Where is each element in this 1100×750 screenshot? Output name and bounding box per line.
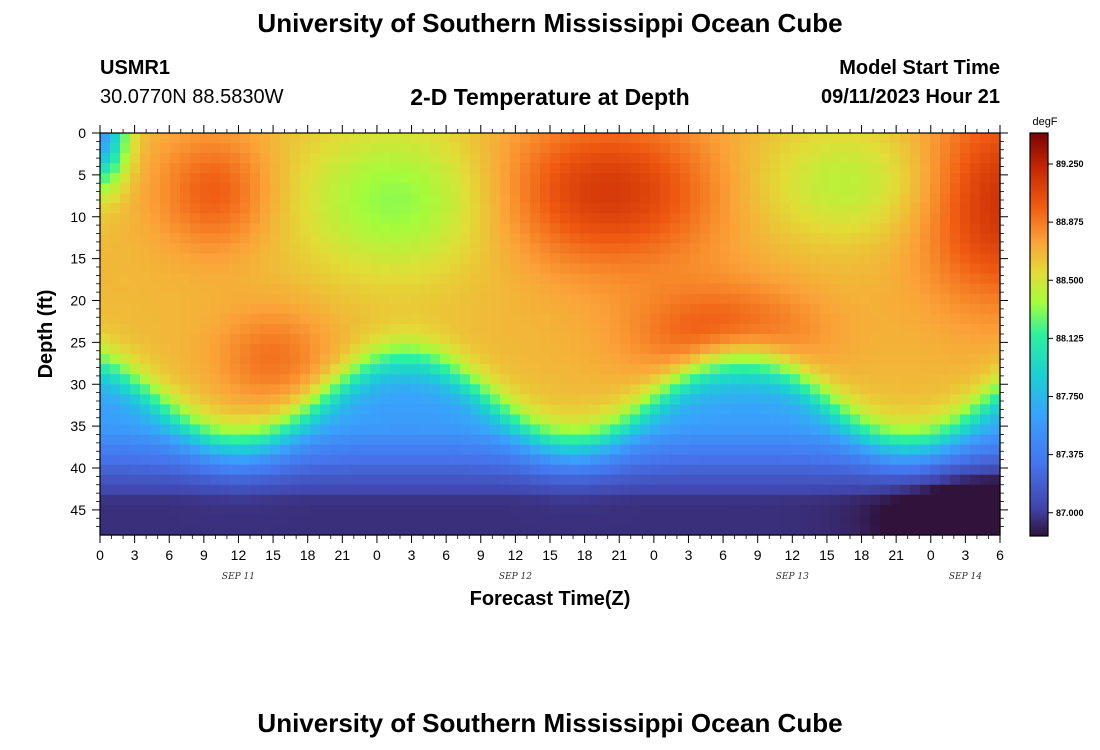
x-tick-label: 0 — [373, 547, 381, 563]
colorbar-gradient — [1029, 132, 1049, 537]
colorbar-label: 87.000 — [1056, 508, 1084, 518]
date-label: SEP 13 — [776, 572, 809, 582]
x-tick-label: 12 — [231, 547, 247, 563]
footer-title: University of Southern Mississippi Ocean… — [257, 708, 843, 738]
x-tick-label: 3 — [131, 547, 139, 563]
colorbar-label: 88.500 — [1056, 275, 1084, 285]
x-tick-label: 6 — [165, 547, 173, 563]
date-label: SEP 11 — [222, 572, 255, 582]
y-tick-label: 35 — [70, 418, 86, 434]
y-tick-label: 0 — [78, 125, 86, 141]
x-tick-label: 6 — [996, 547, 1004, 563]
heatmap-cells — [100, 133, 1001, 536]
y-tick-label: 45 — [70, 502, 86, 518]
x-tick-label: 15 — [819, 547, 835, 563]
date-label: SEP 12 — [499, 572, 532, 582]
x-tick-label: 21 — [335, 547, 351, 563]
colorbar-label: 88.125 — [1056, 333, 1084, 343]
y-tick-label: 30 — [70, 376, 86, 392]
date-label: SEP 14 — [949, 572, 982, 582]
x-tick-label: 9 — [200, 547, 208, 563]
y-tick-label: 5 — [78, 167, 86, 183]
y-tick-label: 10 — [70, 209, 86, 225]
model-start-label: Model Start Time — [839, 57, 1000, 79]
x-tick-label: 18 — [577, 547, 593, 563]
station-coordinates: 30.0770N 88.5830W — [100, 86, 284, 108]
x-tick-label: 18 — [300, 547, 316, 563]
x-tick-label: 9 — [754, 547, 762, 563]
colorbar-label: 88.875 — [1056, 217, 1084, 227]
x-tick-label: 6 — [719, 547, 727, 563]
x-axis-label: Forecast Time(Z) — [470, 588, 631, 610]
y-tick-label: 40 — [70, 460, 86, 476]
x-tick-label: 0 — [96, 547, 104, 563]
main-title: University of Southern Mississippi Ocean… — [257, 8, 843, 38]
station-id: USMR1 — [100, 57, 171, 79]
colorbar-label: 87.375 — [1056, 450, 1084, 460]
y-axis-label: Depth (ft) — [35, 290, 57, 379]
x-tick-label: 9 — [477, 547, 485, 563]
x-tick-label: 21 — [611, 547, 627, 563]
x-tick-label: 15 — [265, 547, 281, 563]
x-tick-label: 6 — [442, 547, 450, 563]
y-tick-label: 15 — [70, 251, 86, 267]
chart-title: 2-D Temperature at Depth — [410, 84, 690, 110]
x-tick-label: 3 — [685, 547, 693, 563]
x-tick-label: 12 — [785, 547, 801, 563]
y-tick-label: 25 — [70, 334, 86, 350]
x-tick-label: 0 — [927, 547, 935, 563]
colorbar-label: 87.750 — [1056, 392, 1084, 402]
colorbar: degF 89.250 88.875 88.500 88.125 87.750 87.375… — [1029, 116, 1084, 537]
colorbar-label: 89.250 — [1056, 159, 1084, 169]
x-tick-label: 18 — [854, 547, 870, 563]
x-tick-label: 0 — [650, 547, 658, 563]
x-tick-label: 3 — [408, 547, 416, 563]
x-tick-label: 3 — [961, 547, 969, 563]
x-tick-label: 21 — [888, 547, 904, 563]
colorbar-unit: degF — [1032, 116, 1057, 128]
x-tick-label: 12 — [508, 547, 524, 563]
model-start-value: 09/11/2023 Hour 21 — [820, 86, 1000, 108]
y-tick-label: 20 — [70, 293, 86, 309]
x-tick-label: 15 — [542, 547, 558, 563]
